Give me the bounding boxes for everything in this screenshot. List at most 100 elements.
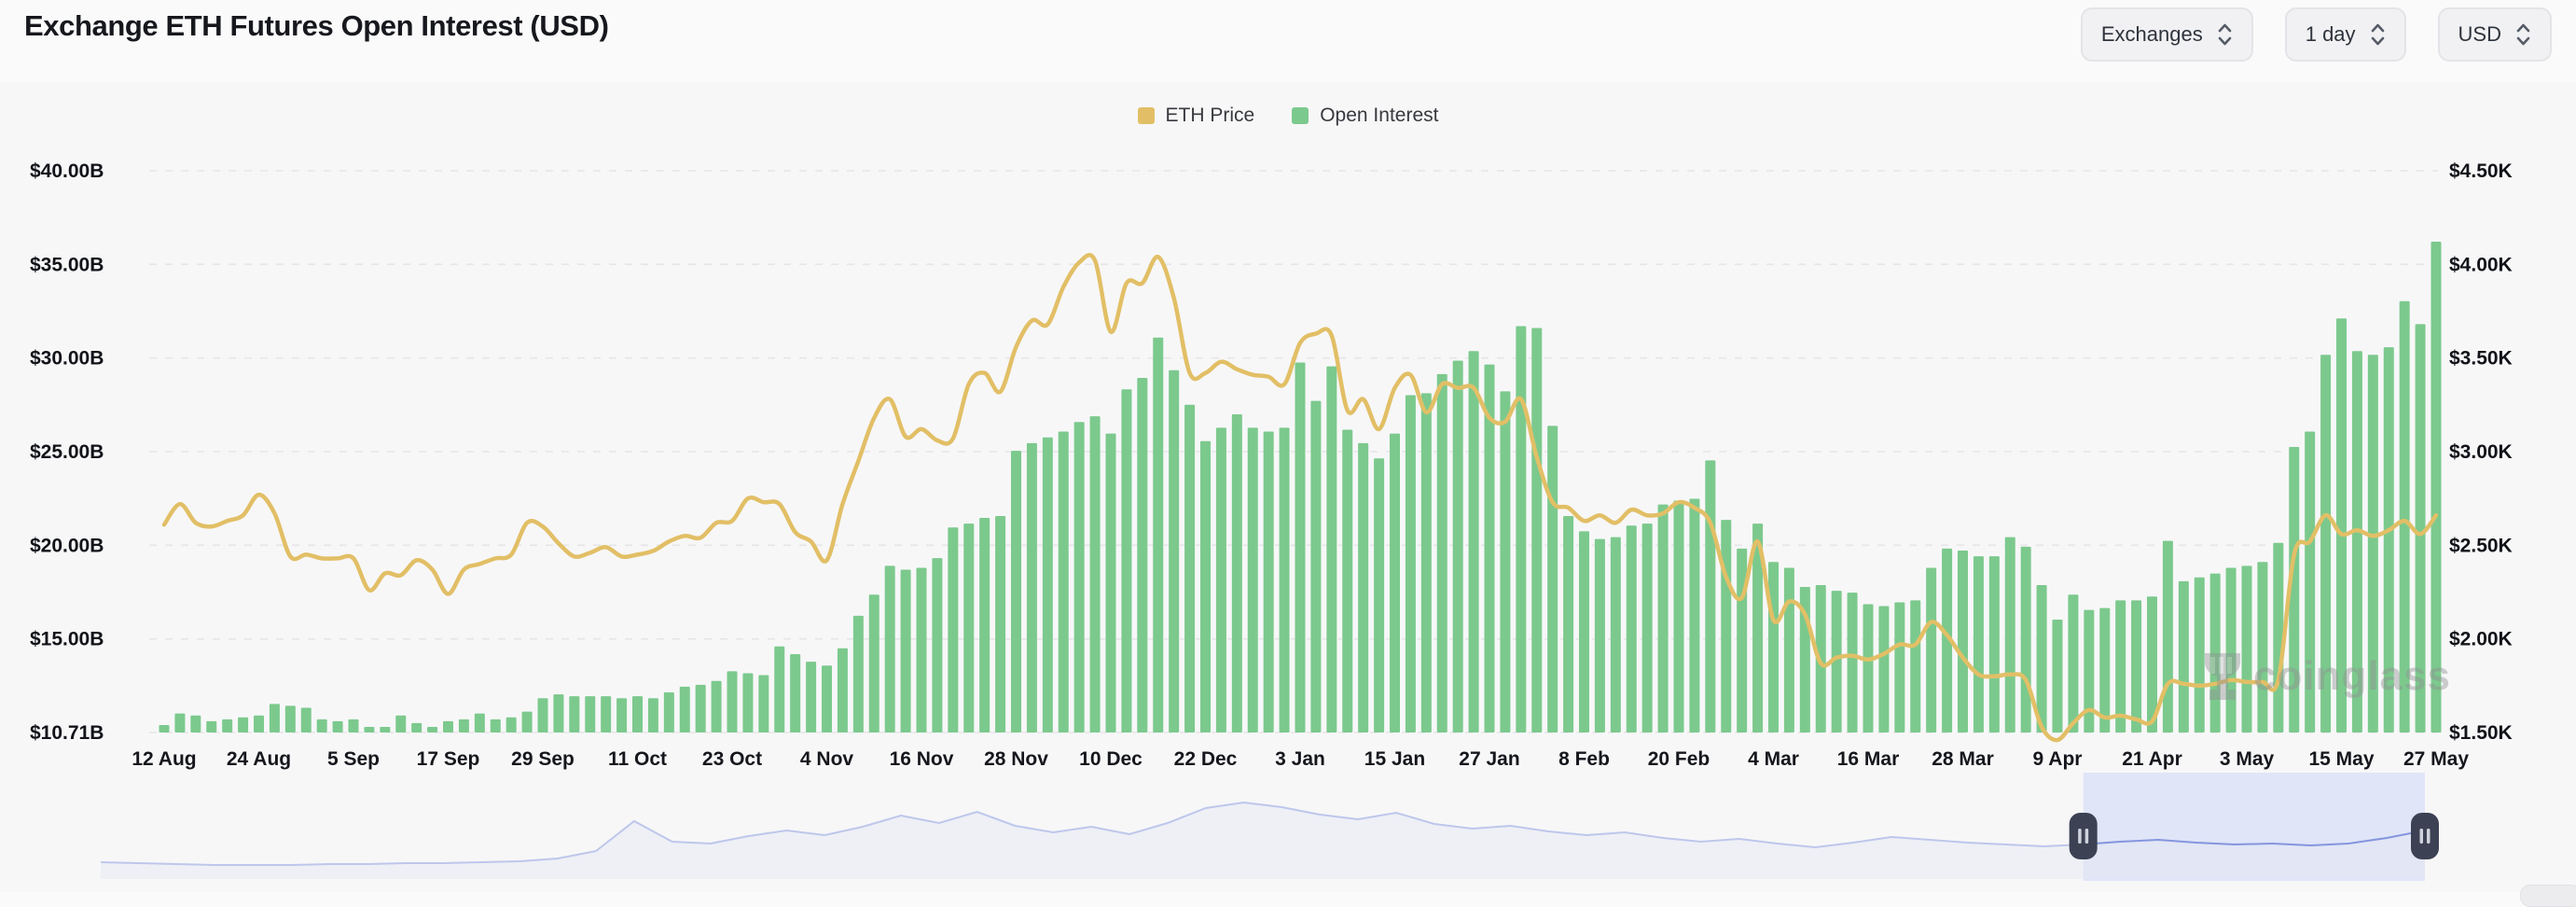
oi-bar[interactable] [1783,567,1794,733]
oi-bar[interactable] [254,715,264,733]
oi-bar[interactable] [1594,538,1605,733]
oi-bar[interactable] [1958,550,1968,733]
oi-bar[interactable] [2194,577,2205,733]
oi-bar[interactable] [1169,370,1180,733]
oi-bar[interactable] [1641,523,1653,733]
oi-bar[interactable] [2131,600,2142,733]
oi-bar[interactable] [679,686,690,733]
oi-bar[interactable] [1705,460,1716,733]
oi-bar[interactable] [269,704,280,733]
oi-bar[interactable] [1358,442,1369,733]
oi-bar[interactable] [1153,337,1164,733]
oi-bar[interactable] [774,646,785,733]
oi-bar[interactable] [2084,609,2095,733]
oi-bar[interactable] [1847,593,1858,733]
oi-bar[interactable] [2336,318,2347,733]
oi-bar[interactable] [2036,584,2047,733]
oi-bar[interactable] [1011,451,1021,733]
oi-bar[interactable] [2068,594,2079,733]
corner-widget[interactable] [2520,885,2576,907]
oi-bar[interactable] [553,694,564,733]
oi-bar[interactable] [2241,565,2252,733]
oi-bar[interactable] [190,715,201,733]
oi-bar[interactable] [1988,556,2000,733]
oi-bar[interactable] [2162,540,2173,733]
oi-bar[interactable] [1295,362,1306,733]
oi-bar[interactable] [2020,546,2031,733]
oi-bar[interactable] [1390,433,1400,733]
oi-bar[interactable] [380,727,391,733]
eth-price-line[interactable] [161,253,2439,743]
oi-bar[interactable] [2415,324,2426,733]
oi-bar[interactable] [2320,355,2332,733]
oi-bar[interactable] [2004,537,2015,733]
oi-bar[interactable] [537,698,548,733]
oi-bar[interactable] [2147,596,2157,733]
oi-bar[interactable] [948,527,959,733]
oi-bar[interactable] [2257,562,2268,733]
oi-bar[interactable] [1547,426,1558,733]
oi-bar[interactable] [2367,355,2378,733]
oi-bar[interactable] [1420,393,1432,733]
oi-bar[interactable] [443,720,453,733]
oi-bar[interactable] [364,727,375,733]
oi-bar[interactable] [395,715,407,733]
oi-bar[interactable] [222,719,233,733]
oi-bar[interactable] [1137,377,1148,733]
oi-bar[interactable] [1058,431,1069,733]
oi-bar[interactable] [1863,604,1874,733]
oi-bar[interactable] [1184,404,1196,733]
oi-bar[interactable] [2099,607,2111,733]
oi-bar[interactable] [663,692,674,733]
oi-bar[interactable] [474,713,485,733]
oi-bar[interactable] [1973,556,1984,733]
oi-bar[interactable] [585,696,596,733]
oi-bar[interactable] [1105,433,1116,733]
oi-bar[interactable] [1374,458,1385,733]
oi-bar[interactable] [868,594,879,733]
oi-bar[interactable] [695,684,706,733]
oi-bar[interactable] [790,653,801,733]
oi-bar[interactable] [884,565,895,733]
oi-bar[interactable] [711,680,722,733]
oi-bar[interactable] [758,675,769,733]
oi-bar[interactable] [916,567,927,733]
navigator-handle-left[interactable] [2069,813,2098,859]
oi-bar[interactable] [300,707,312,733]
oi-bar[interactable] [2351,351,2362,733]
oi-bar[interactable] [995,515,1006,733]
oi-bar[interactable] [2209,573,2221,733]
oi-bar[interactable] [2431,242,2442,733]
oi-bar[interactable] [1768,562,1779,733]
oi-bar[interactable] [2273,542,2284,733]
oi-bar[interactable] [1657,504,1669,733]
oi-bar[interactable] [1579,531,1589,733]
oi-bar[interactable] [348,719,359,733]
oi-bar[interactable] [932,558,943,733]
oi-bar[interactable] [852,615,864,733]
oi-bar[interactable] [1563,515,1574,733]
oi-bar[interactable] [2289,446,2300,733]
oi-bar[interactable] [1089,416,1101,733]
oi-bar[interactable] [1452,360,1463,733]
oi-bar[interactable] [174,713,186,733]
oi-bar[interactable] [1405,395,1416,733]
oi-bar[interactable] [727,671,738,733]
oi-bar[interactable] [1926,567,1937,733]
oi-bar[interactable] [284,705,296,733]
oi-bar[interactable] [316,719,327,733]
oi-bar[interactable] [1263,431,1274,733]
oi-bar[interactable] [1231,414,1242,733]
oi-bar[interactable] [963,523,975,733]
oi-bar[interactable] [1737,548,1748,733]
oi-bar[interactable] [2225,567,2237,733]
oi-bar[interactable] [490,719,501,733]
oi-bar[interactable] [1531,328,1543,733]
oi-bar[interactable] [1673,500,1684,733]
oi-bar[interactable] [2052,619,2063,733]
oi-bar[interactable] [601,696,612,733]
interval-dropdown[interactable]: 1 day [2284,7,2406,62]
oi-bar[interactable] [1894,602,1905,733]
oi-bar[interactable] [1468,351,1479,733]
